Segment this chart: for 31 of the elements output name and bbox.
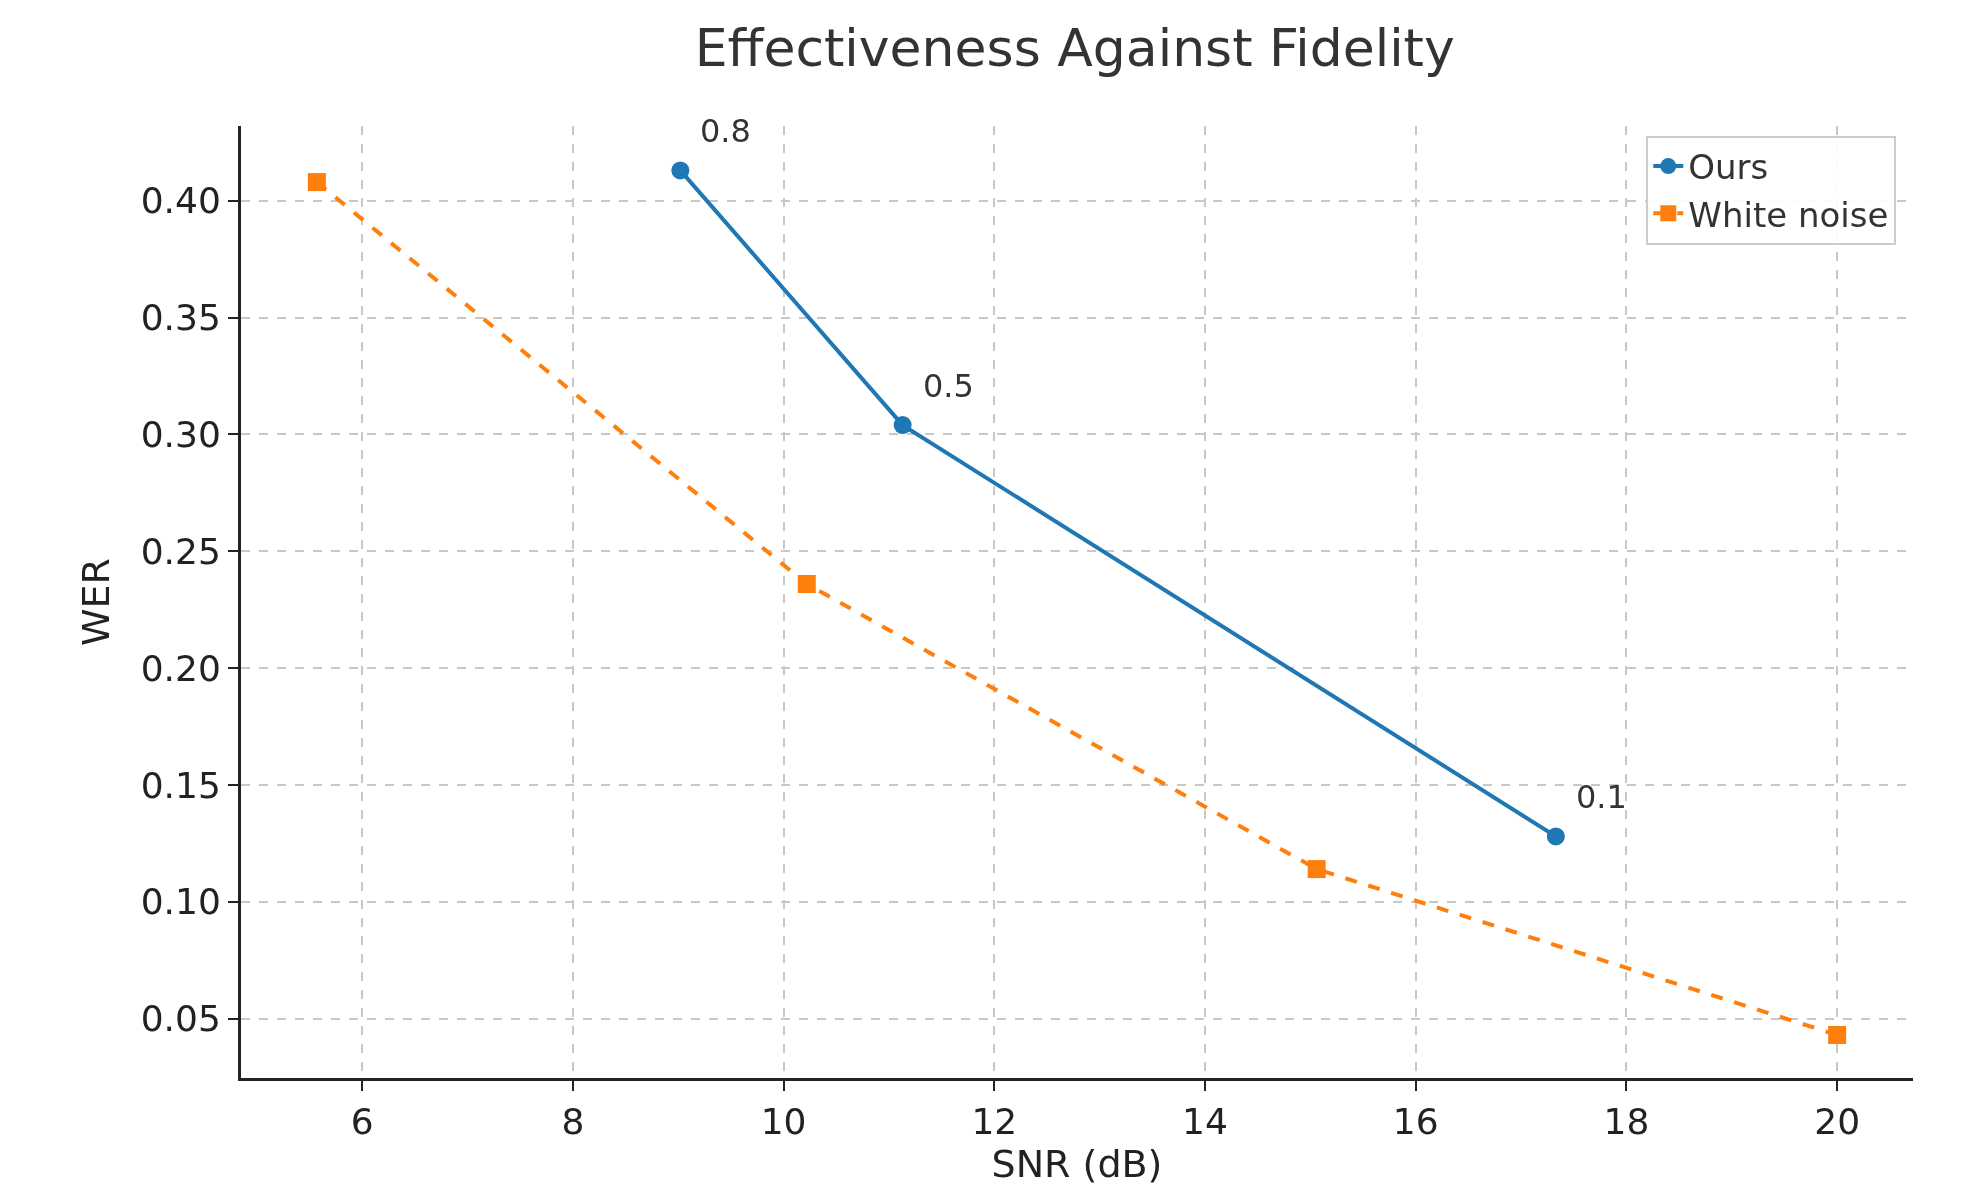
- annotation: 0.1: [1576, 778, 1627, 816]
- x-tick-label: 14: [1182, 1101, 1228, 1143]
- point: [1307, 860, 1326, 879]
- y-axis-title: WER: [73, 558, 118, 646]
- x-tick-label: 18: [1603, 1101, 1650, 1143]
- x-tick-label: 16: [1392, 1101, 1439, 1143]
- x-tick-label: 10: [760, 1101, 807, 1143]
- annotation: 0.8: [700, 112, 751, 150]
- point: [671, 161, 690, 180]
- x-tick-label: 8: [561, 1101, 585, 1143]
- y-tick-label: 0.40: [140, 180, 221, 222]
- point: [893, 416, 912, 435]
- legend-label: Ours: [1688, 147, 1769, 188]
- y-tick-label: 0.05: [140, 998, 221, 1040]
- legend-label: White noise: [1688, 194, 1889, 235]
- y-tick-label: 0.20: [140, 647, 221, 689]
- point: [307, 173, 326, 192]
- y-tick-label: 0.30: [140, 414, 221, 456]
- y-tick-label: 0.25: [140, 530, 221, 572]
- x-axis-title: SNR (dB): [991, 1142, 1163, 1187]
- point: [1546, 827, 1565, 846]
- y-tick-label: 0.15: [140, 764, 221, 806]
- x-tick-label: 6: [350, 1101, 374, 1143]
- x-tick-label: 20: [1814, 1101, 1861, 1143]
- point: [797, 575, 816, 594]
- point: [1828, 1026, 1847, 1044]
- y-tick-label: 0.35: [140, 297, 221, 339]
- y-tick-label: 0.10: [140, 881, 221, 923]
- x-tick-label: 12: [971, 1101, 1018, 1143]
- annotation: 0.5: [923, 367, 974, 405]
- chart-title: Effectiveness Against Fidelity: [694, 18, 1455, 79]
